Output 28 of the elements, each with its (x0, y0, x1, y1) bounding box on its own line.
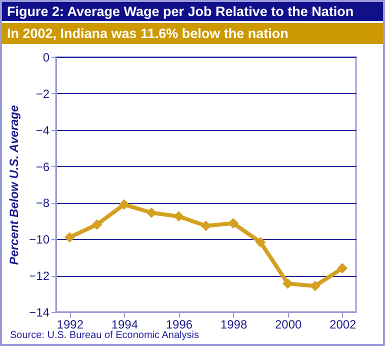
y-tick-label: −10 (29, 232, 50, 247)
x-tick-label: 2000 (274, 318, 302, 332)
x-tick-label: 1996 (166, 318, 193, 332)
y-tick-label: −2 (36, 86, 50, 101)
point (118, 199, 130, 210)
y-tick-label: −4 (36, 123, 50, 138)
point (92, 219, 102, 230)
point (337, 263, 348, 274)
x-tick-label: 1998 (220, 318, 248, 332)
chart-subtitle: In 2002, Indiana was 11.6% below the nation (2, 23, 383, 44)
y-tick-label: −6 (36, 160, 50, 174)
chart-title: Figure 2: Average Wage per Job Relative to the Nation (2, 2, 383, 21)
y-tick-label: −14 (29, 306, 50, 320)
point (146, 207, 157, 218)
point (310, 280, 320, 292)
point (64, 232, 75, 243)
y-axis-title: Percent Below U.S. Average (7, 104, 22, 265)
point (255, 236, 266, 248)
y-tick-label: −12 (29, 269, 50, 284)
y-tick-label: −8 (36, 196, 50, 210)
x-tick-label: 2002 (330, 318, 357, 332)
source-note: Source: U.S. Bureau of Economic Analysis (10, 330, 199, 341)
point (200, 220, 212, 232)
point (228, 218, 239, 229)
x-tick-label: 1994 (111, 318, 138, 332)
point (173, 211, 184, 222)
y-tick-label: 0 (42, 50, 50, 64)
x-tick-label: 1992 (56, 318, 84, 332)
